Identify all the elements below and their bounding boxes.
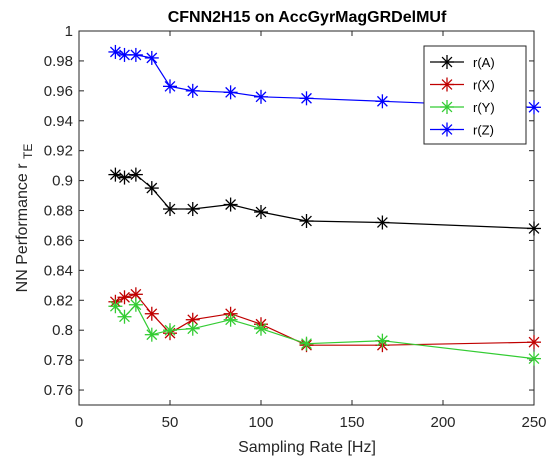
x-axis: 0 50 100 150 200 250 (75, 31, 547, 431)
data-point (144, 327, 159, 342)
y-axis-label-text: NN Performance (14, 173, 31, 292)
legend-entry: r(Y) (430, 100, 495, 115)
data-point (375, 94, 390, 109)
x-tick-label: 150 (339, 414, 364, 431)
legend-marker (440, 55, 454, 69)
data-point (527, 335, 541, 350)
data-point (117, 309, 132, 324)
data-point (108, 299, 123, 314)
y-tick-label: 0.94 (44, 113, 73, 130)
data-point (128, 167, 143, 182)
y-tick-label: 0.78 (44, 352, 73, 369)
series-rz (108, 44, 541, 115)
y-tick-label: 0.84 (44, 262, 73, 279)
data-point (375, 333, 390, 348)
legend-marker (440, 100, 454, 114)
data-point (527, 351, 541, 366)
y-axis-label-subscript: TE (21, 144, 35, 159)
series-ry (108, 297, 541, 366)
data-point (299, 213, 314, 228)
data-point (185, 202, 200, 217)
data-point (117, 290, 132, 305)
data-point (163, 79, 177, 94)
y-tick-label: 0.8 (52, 322, 73, 339)
data-point (299, 91, 314, 106)
legend-label: r(A) (473, 55, 495, 70)
data-point (185, 83, 200, 98)
data-point (108, 167, 123, 182)
chart-title: CFNN2H15 on AccGyrMagGRDelMUf (168, 9, 447, 26)
data-point (185, 321, 200, 336)
data-point (163, 323, 177, 338)
series-rx (108, 287, 541, 353)
data-point (527, 221, 541, 236)
x-tick-label: 100 (248, 414, 273, 431)
data-point (223, 85, 238, 100)
data-point (254, 89, 268, 104)
y-tick-label: 0.98 (44, 53, 73, 70)
y-tick-label: 0.9 (52, 173, 73, 190)
data-point (163, 202, 177, 217)
legend-label: r(Y) (473, 100, 495, 115)
y-tick-label: 0.82 (44, 292, 73, 309)
data-point (144, 181, 159, 196)
series-ra (108, 167, 541, 236)
data-point (254, 321, 268, 336)
data-point (527, 100, 541, 115)
data-point (299, 336, 314, 351)
y-tick-label: 0.86 (44, 232, 73, 249)
y-tick-label: 0.96 (44, 83, 73, 100)
y-tick-label: 0.76 (44, 382, 73, 399)
legend-label: r(X) (473, 78, 495, 93)
data-point (144, 306, 159, 321)
data-point (117, 170, 132, 185)
data-point (375, 215, 390, 230)
data-point (223, 197, 238, 212)
data-point (128, 47, 143, 62)
y-tick-label: 0.88 (44, 203, 73, 220)
x-tick-label: 50 (162, 414, 179, 431)
series-layer (108, 44, 541, 366)
legend-entry: r(A) (430, 55, 495, 70)
legend-entry: r(Z) (430, 122, 494, 138)
x-tick-label: 0 (75, 414, 83, 431)
legend: r(A) r(X) r(Y) r(Z) (423, 45, 527, 145)
y-tick-label: 0.92 (44, 143, 73, 160)
data-point (223, 312, 238, 327)
legend-marker (440, 77, 454, 92)
y-axis-label-symbol: r (14, 163, 31, 169)
data-point (128, 297, 143, 312)
legend-marker (440, 122, 454, 137)
x-tick-label: 200 (430, 414, 455, 431)
data-point (144, 50, 159, 65)
legend-entry: r(X) (430, 77, 495, 93)
data-point (254, 205, 268, 220)
x-axis-label: Sampling Rate [Hz] (238, 439, 376, 456)
legend-label: r(Z) (473, 123, 494, 138)
y-tick-label: 1 (65, 23, 73, 40)
y-axis: 0.76 0.78 0.8 0.82 0.84 0.86 0.88 0.9 0.92 0.94 0.… (44, 23, 534, 399)
x-tick-label: 250 (521, 414, 546, 431)
data-point (108, 44, 123, 59)
y-axis-label: NN Performance r TE (14, 144, 35, 293)
